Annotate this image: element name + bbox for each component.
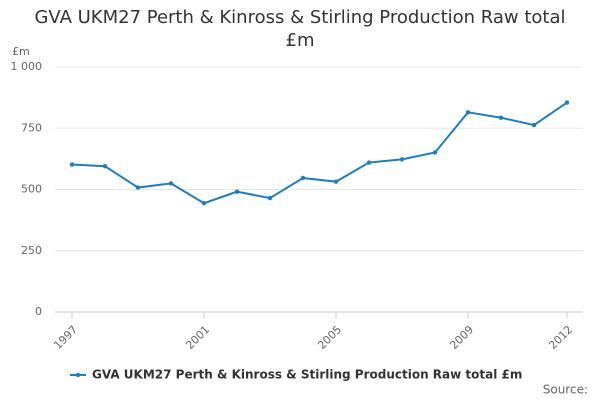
x-tick-label: 2012 — [546, 323, 575, 352]
x-tick-label: 2009 — [447, 323, 476, 352]
y-tick-label: 750 — [21, 121, 42, 134]
point — [300, 175, 306, 181]
point — [168, 181, 174, 186]
point — [366, 160, 372, 165]
y-tick-label: 0 — [35, 305, 42, 318]
source: Source: — [543, 383, 588, 397]
point — [102, 164, 108, 169]
point — [267, 195, 273, 201]
y-tick-label: 500 — [21, 183, 42, 196]
chart-title: GVA UKM27 Perth & Kinross & Stirling Pro… — [34, 7, 566, 51]
point — [399, 157, 405, 162]
y-axis-label: £m — [12, 45, 30, 58]
point — [498, 115, 504, 120]
y-tick-label: 250 — [21, 244, 42, 257]
point — [69, 162, 75, 167]
x-tick-label: 2005 — [315, 323, 344, 352]
x-tick-label: 1997 — [51, 323, 80, 352]
legend-label: GVA UKM27 Perth & Kinross & Stirling Pro… — [92, 368, 522, 382]
point — [135, 185, 141, 190]
point — [234, 189, 240, 194]
x-tick-label: 2001 — [183, 323, 212, 352]
point — [201, 201, 207, 206]
point — [465, 110, 471, 115]
point — [564, 100, 570, 105]
point — [531, 122, 537, 128]
legend-marker — [75, 372, 81, 378]
point — [432, 150, 438, 155]
point — [333, 179, 339, 184]
y-tick-label: 1 000 — [11, 60, 43, 73]
line — [71, 101, 568, 205]
